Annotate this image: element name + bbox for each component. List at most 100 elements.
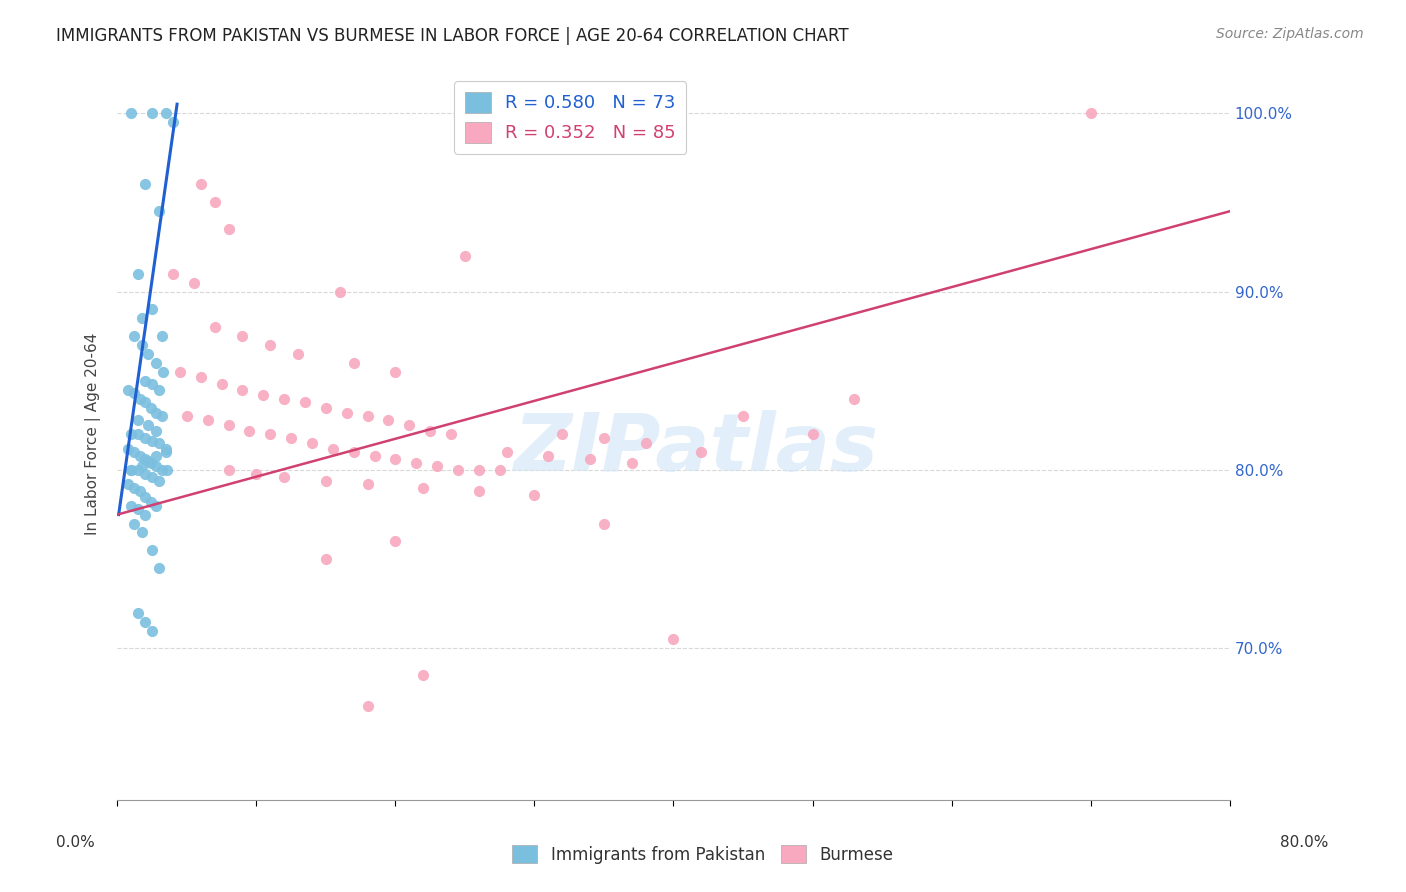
Point bbox=[117, 477, 139, 491]
Point bbox=[131, 338, 153, 352]
Point bbox=[301, 436, 323, 450]
Point bbox=[141, 434, 163, 449]
Point bbox=[134, 490, 156, 504]
Point bbox=[245, 467, 267, 481]
Point bbox=[122, 481, 145, 495]
Point bbox=[127, 463, 149, 477]
Point bbox=[294, 395, 316, 409]
Point bbox=[117, 442, 139, 456]
Point bbox=[169, 365, 191, 379]
Point bbox=[384, 452, 406, 467]
Point bbox=[336, 406, 359, 420]
Point bbox=[731, 409, 754, 424]
Point bbox=[127, 413, 149, 427]
Point bbox=[322, 442, 344, 456]
Point bbox=[136, 418, 159, 433]
Point bbox=[136, 347, 159, 361]
Point bbox=[488, 463, 510, 477]
Point bbox=[634, 436, 657, 450]
Point bbox=[315, 401, 337, 415]
Point bbox=[384, 534, 406, 549]
Point bbox=[145, 449, 167, 463]
Point bbox=[495, 445, 517, 459]
Point bbox=[315, 474, 337, 488]
Point bbox=[120, 499, 142, 513]
Point bbox=[131, 311, 153, 326]
Text: 80.0%: 80.0% bbox=[1281, 836, 1329, 850]
Text: 0.0%: 0.0% bbox=[56, 836, 96, 850]
Point bbox=[468, 463, 491, 477]
Point bbox=[197, 413, 219, 427]
Point bbox=[690, 445, 713, 459]
Point bbox=[145, 424, 167, 438]
Point bbox=[662, 632, 685, 647]
Point bbox=[145, 459, 167, 474]
Point bbox=[537, 449, 560, 463]
Point bbox=[148, 383, 170, 397]
Point bbox=[145, 499, 167, 513]
Point bbox=[127, 427, 149, 442]
Point bbox=[204, 195, 226, 210]
Point bbox=[454, 249, 477, 263]
Point bbox=[117, 383, 139, 397]
Point bbox=[315, 552, 337, 566]
Point bbox=[218, 418, 240, 433]
Point bbox=[190, 370, 212, 384]
Point bbox=[252, 388, 274, 402]
Point bbox=[131, 459, 153, 474]
Point bbox=[122, 386, 145, 401]
Point bbox=[162, 267, 184, 281]
Point bbox=[141, 543, 163, 558]
Point bbox=[356, 477, 378, 491]
Point bbox=[329, 285, 352, 299]
Point bbox=[440, 427, 463, 442]
Point bbox=[134, 615, 156, 629]
Point bbox=[127, 267, 149, 281]
Point bbox=[150, 409, 173, 424]
Point bbox=[287, 347, 309, 361]
Point bbox=[141, 302, 163, 317]
Point bbox=[134, 467, 156, 481]
Point bbox=[155, 442, 177, 456]
Point bbox=[593, 431, 616, 445]
Point bbox=[162, 115, 184, 129]
Point bbox=[134, 395, 156, 409]
Point bbox=[447, 463, 470, 477]
Point bbox=[1080, 106, 1102, 120]
Point bbox=[176, 409, 198, 424]
Point bbox=[620, 456, 643, 470]
Legend: R = 0.580   N = 73, R = 0.352   N = 85: R = 0.580 N = 73, R = 0.352 N = 85 bbox=[454, 81, 686, 153]
Point bbox=[211, 377, 233, 392]
Point bbox=[120, 427, 142, 442]
Point bbox=[231, 329, 253, 343]
Point bbox=[426, 459, 449, 474]
Point bbox=[128, 484, 150, 499]
Point bbox=[120, 106, 142, 120]
Point bbox=[412, 481, 434, 495]
Point bbox=[127, 502, 149, 516]
Text: IMMIGRANTS FROM PAKISTAN VS BURMESE IN LABOR FORCE | AGE 20-64 CORRELATION CHART: IMMIGRANTS FROM PAKISTAN VS BURMESE IN L… bbox=[56, 27, 849, 45]
Point bbox=[150, 329, 173, 343]
Point bbox=[280, 431, 302, 445]
Point bbox=[134, 178, 156, 192]
Point bbox=[238, 424, 260, 438]
Point bbox=[273, 392, 295, 406]
Point bbox=[120, 463, 142, 477]
Point bbox=[131, 525, 153, 540]
Point bbox=[218, 463, 240, 477]
Point bbox=[343, 356, 366, 370]
Point bbox=[593, 516, 616, 531]
Point bbox=[377, 413, 399, 427]
Point bbox=[128, 449, 150, 463]
Point bbox=[139, 495, 162, 509]
Point bbox=[141, 624, 163, 638]
Point bbox=[152, 365, 174, 379]
Point bbox=[120, 463, 142, 477]
Point bbox=[122, 329, 145, 343]
Point bbox=[356, 698, 378, 713]
Point bbox=[363, 449, 385, 463]
Point bbox=[148, 436, 170, 450]
Point bbox=[356, 409, 378, 424]
Y-axis label: In Labor Force | Age 20-64: In Labor Force | Age 20-64 bbox=[86, 333, 101, 535]
Point bbox=[412, 668, 434, 682]
